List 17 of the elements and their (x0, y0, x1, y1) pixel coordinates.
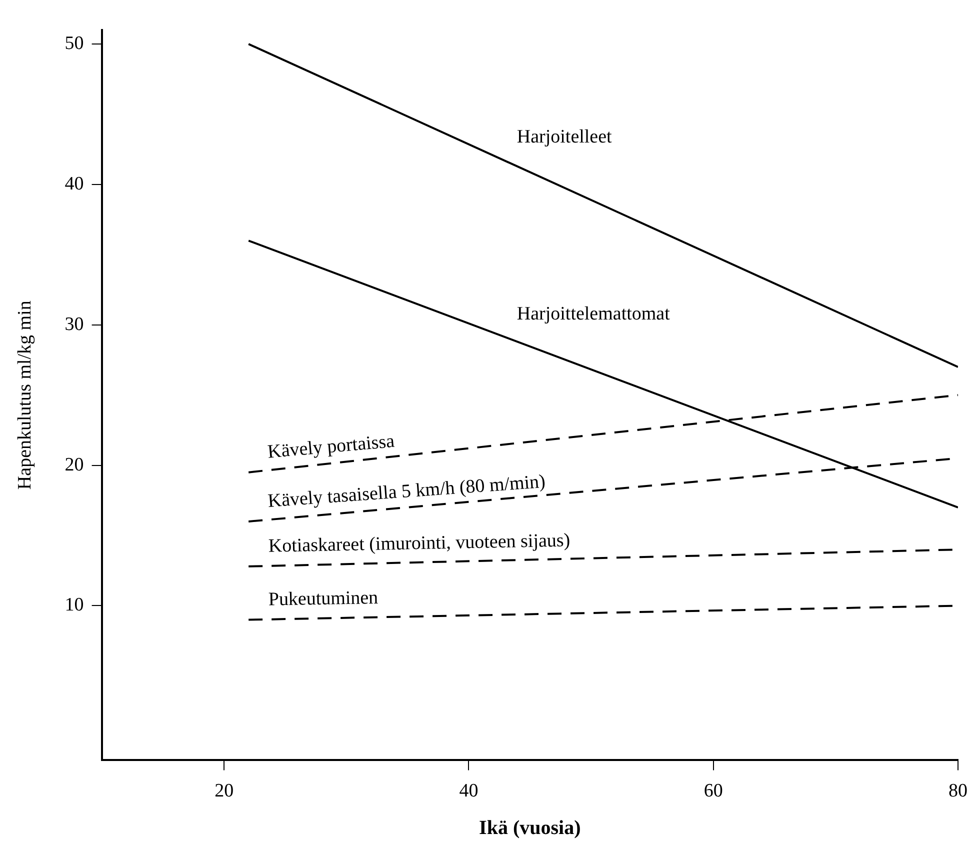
series-label: Kävely tasaisella 5 km/h (80 m/min) (267, 471, 546, 512)
series-label: Harjoittelemattomat (516, 304, 671, 324)
series-label: Kävely portaissa (266, 430, 396, 463)
x-tick-label: 20 (214, 780, 234, 802)
y-tick-label: 40 (64, 173, 84, 194)
y-axis-title: Hapenkulutus ml/kg min (14, 300, 36, 490)
series-label: Pukeutuminen (268, 588, 379, 610)
y-tick-label: 20 (64, 454, 84, 476)
y-tick-label: 30 (64, 314, 84, 335)
series-label: Harjoitelleet (516, 126, 613, 148)
x-axis-title: Ikä (vuosia) (479, 817, 581, 840)
y-tick-label: 50 (64, 33, 84, 54)
series-label: Kotiaskareet (imurointi, vuoteen sijaus) (268, 530, 570, 557)
y-tick-label: 10 (64, 594, 84, 616)
x-tick-label: 60 (704, 780, 723, 802)
x-tick-label: 40 (459, 780, 478, 802)
x-tick-label: 80 (948, 780, 968, 802)
